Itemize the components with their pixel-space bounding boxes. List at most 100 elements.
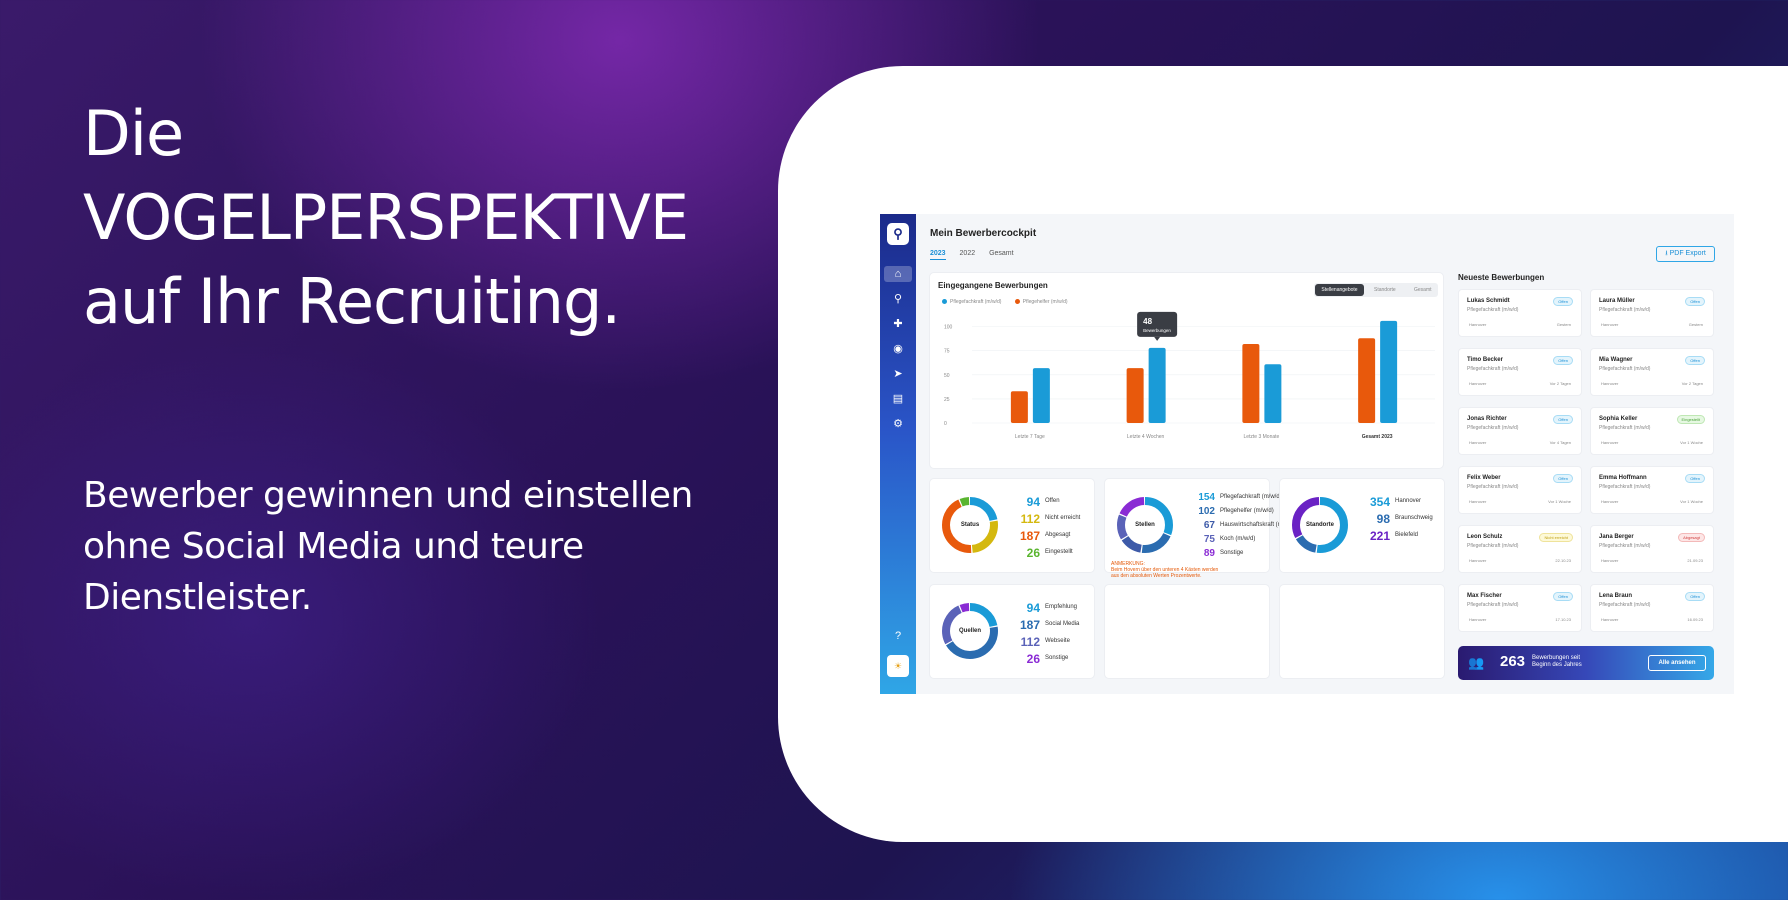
applications-chart-panel: Eingegangene Bewerbungen Pflegefachkraft… [929, 272, 1444, 469]
applicant-card[interactable]: Lena Braun Pflegefachkraft (m/w/d) Hannove… [1590, 584, 1714, 632]
status-panel[interactable]: Status 94 Offen 112 Nicht erreicht 187 Abgesa… [929, 478, 1095, 573]
send-icon[interactable]: ➤ [893, 368, 903, 380]
value-label: Offen [1045, 498, 1060, 505]
app-logo[interactable]: ⚲ [887, 223, 909, 245]
y-tick-label: 50 [944, 373, 950, 379]
tab-chart-gesamt[interactable]: Gesamt [1414, 287, 1432, 293]
pdf-export-button[interactable]: ⭳ PDF Export [1656, 246, 1715, 262]
legend-swatch-orange [1014, 299, 1020, 305]
applicant-date: 16.09.23 [1687, 617, 1703, 622]
applicant-name: Leon Schulz [1467, 534, 1503, 540]
applicant-location: Hannover [1601, 440, 1619, 445]
value-row: 354 Hannover [1360, 493, 1443, 510]
applicant-location: Hannover [1469, 381, 1487, 386]
donut-segment [1292, 497, 1348, 553]
applicant-location: Hannover [1601, 499, 1619, 504]
applicant-card[interactable]: Max Fischer Pflegefachkraft (m/w/d) Hannov… [1458, 584, 1582, 632]
quellen-panel[interactable]: Quellen 94 Empfehlung 187 Social Media 112 We… [929, 584, 1095, 679]
hero-headline: Die VOGELPERSPEKTIVE auf Ihr Recruiting. [83, 92, 689, 344]
applicant-location: Hannover [1601, 381, 1619, 386]
value-row: 112 Webseite [1010, 633, 1093, 650]
add-user-icon[interactable]: ✚ [893, 318, 903, 330]
note-line-1: ANMERKUNG: [1111, 561, 1145, 567]
value-number: 98 [1376, 511, 1390, 526]
applicant-card[interactable]: Laura Müller Pflegefachkraft (m/w/d) Hanno… [1590, 289, 1714, 337]
value-row: 154 Pflegefachkraft (m/w/d) [1185, 489, 1281, 504]
standorte-values: 354 Hannover 98 Braunschweig 221 Bielefeld [1360, 493, 1443, 544]
value-row: 187 Abgesagt [1010, 527, 1093, 544]
applicant-date: Vor 2 Tagen [1549, 381, 1571, 386]
view-all-button[interactable]: Alle ansehen [1648, 655, 1706, 671]
value-number: 154 [1198, 492, 1215, 504]
gear-icon[interactable]: ⚙ [893, 418, 903, 430]
applications-count: 263 [1500, 653, 1526, 670]
tab-2023[interactable]: 2023 [930, 250, 946, 260]
applicant-date: 21.09.23 [1687, 558, 1703, 563]
subline-3: Dienstleister. [83, 577, 312, 618]
applicant-location: Hannover [1469, 322, 1487, 327]
status-badge: Offen [1685, 474, 1705, 483]
applicant-card[interactable]: Leon Schulz Pflegefachkraft (m/w/d) Hannov… [1458, 525, 1582, 573]
app-screenshot: ⚲ ⌂ ⚲ ✚ ◉ ➤ ▤ ⚙ ? ☀ Mein Bewerbercockpit… [880, 214, 1734, 694]
tab-2022[interactable]: 2022 [959, 250, 976, 257]
download-icon: ⭳ [1665, 250, 1670, 257]
bar [1242, 343, 1260, 423]
applicant-card[interactable]: Jana Berger Pflegefachkraft (m/w/d) Hannov… [1590, 525, 1714, 573]
standorte-donut-label: Standorte [1305, 522, 1334, 528]
standorte-panel[interactable]: Standorte 354 Hannover 98 Braunschweig 221 Bi… [1279, 478, 1445, 573]
company-logo[interactable]: ☀ [887, 655, 909, 677]
bar [1032, 368, 1050, 423]
value-number: 112 [1020, 634, 1040, 649]
donut-segment [1117, 497, 1173, 553]
value-number: 26 [1026, 545, 1040, 560]
status-badge: Offen [1553, 297, 1573, 306]
applicant-card[interactable]: Jonas Richter Pflegefachkraft (m/w/d) Hann… [1458, 407, 1582, 455]
y-tick-label: 25 [944, 397, 950, 403]
status-badge: Offen [1685, 297, 1705, 306]
applicant-card[interactable]: Timo Becker Pflegefachkraft (m/w/d) Hannov… [1458, 348, 1582, 396]
value-row: 67 Hauswirtschaftskraft (m/w/d) [1185, 517, 1296, 531]
applicant-name: Jana Berger [1599, 534, 1634, 540]
headline-line-2: VOGELPERSPEKTIVE [83, 181, 689, 254]
applicant-card[interactable]: Sophia Keller Pflegefachkraft (m/w/d) Hann… [1590, 407, 1714, 455]
applicant-job: Pflegefachkraft (m/w/d) [1467, 425, 1519, 431]
caption-line-2: Beginn des Jahres [1532, 662, 1582, 668]
quellen-donut [942, 603, 998, 659]
applicant-job: Pflegefachkraft (m/w/d) [1599, 307, 1651, 313]
stellen-panel[interactable]: Stellen 154 Pflegefachkraft (m/w/d) 102 Pfl… [1104, 478, 1296, 579]
tab-gesamt[interactable]: Gesamt [989, 250, 1014, 257]
value-number: 89 [1203, 548, 1215, 560]
applicant-location: Hannover [1469, 499, 1487, 504]
status-badge: Offen [1553, 415, 1573, 424]
applicant-name: Timo Becker [1467, 357, 1503, 363]
home-icon[interactable]: ⌂ [884, 266, 912, 282]
x-tick-label: Letzte 4 Wochen [1127, 434, 1165, 440]
applicant-card[interactable]: Emma Hoffmann Pflegefachkraft (m/w/d) Hann… [1590, 466, 1714, 514]
tab-standorte[interactable]: Standorte [1374, 287, 1396, 293]
applicant-card[interactable]: Lukas Schmidt Pflegefachkraft (m/w/d) Hann… [1458, 289, 1582, 337]
list-icon[interactable]: ▤ [892, 393, 904, 405]
value-row: 94 Offen [1010, 493, 1093, 510]
applicant-card[interactable]: Felix Weber Pflegefachkraft (m/w/d) Hannov… [1458, 466, 1582, 514]
help-icon[interactable]: ? [894, 630, 902, 642]
applicant-card[interactable]: Mia Wagner Pflegefachkraft (m/w/d) Hannove… [1590, 348, 1714, 396]
tab-stellenangebote[interactable]: Stellenangebote [1315, 284, 1364, 296]
applicant-date: Vor 2 Tagen [1681, 381, 1703, 386]
stellen-donut-label: Stellen [1135, 522, 1155, 528]
year-tabs: 2023 2022 Gesamt [930, 250, 1026, 260]
applicant-location: Hannover [1601, 558, 1619, 563]
location-icon[interactable]: ◉ [893, 343, 903, 355]
applicant-name: Max Fischer [1467, 593, 1502, 599]
bar [1358, 338, 1376, 423]
bar [1148, 347, 1166, 423]
legend-item-2: Pflegehelfer (m/w/d) [1022, 299, 1068, 305]
applicant-date: Vor 4 Tagen [1549, 440, 1571, 445]
applicant-date: Gestern [1556, 322, 1571, 327]
applicant-name: Lena Braun [1599, 593, 1633, 599]
value-number: 221 [1369, 528, 1390, 543]
chart-title: Eingegangene Bewerbungen [938, 281, 1048, 290]
stellen-values: 154 Pflegefachkraft (m/w/d) 102 Pflegehelfe… [1185, 489, 1296, 560]
applicant-job: Pflegefachkraft (m/w/d) [1467, 307, 1519, 313]
applicant-name: Felix Weber [1467, 475, 1501, 481]
search-icon[interactable]: ⚲ [893, 293, 903, 305]
